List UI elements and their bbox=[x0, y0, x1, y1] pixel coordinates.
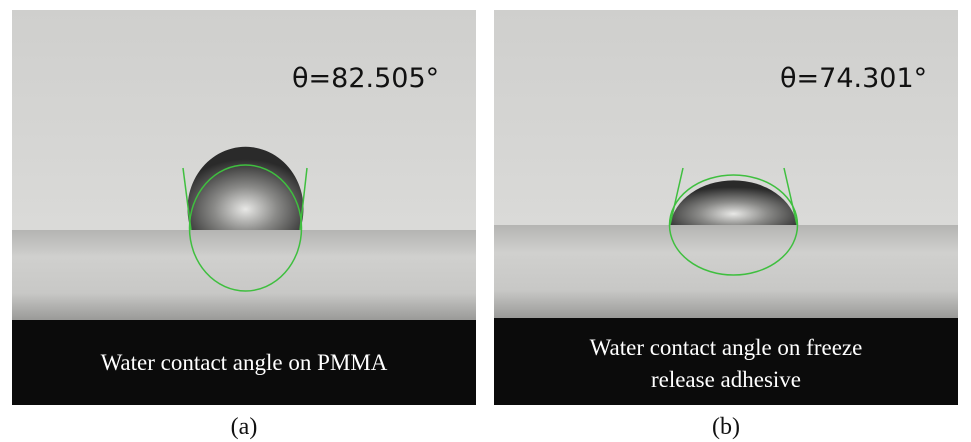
figure: θ=82.505° Water contact angle on PMMA (a… bbox=[0, 0, 971, 442]
caption: Water contact angle on PMMA bbox=[101, 350, 388, 375]
substrate bbox=[12, 230, 476, 320]
caption: Water contact angle on freeze bbox=[590, 335, 863, 360]
substrate bbox=[494, 225, 958, 318]
contact-angle: θ=82.505° bbox=[292, 63, 439, 94]
contact-angle: θ=74.301° bbox=[780, 63, 927, 94]
panel-a: θ=82.505° Water contact angle on PMMA (a… bbox=[12, 10, 476, 440]
panel-label: (a) bbox=[231, 414, 258, 440]
panel-b: θ=74.301° Water contact angle on freeze … bbox=[494, 10, 958, 440]
caption: release adhesive bbox=[651, 367, 801, 392]
panel-label: (b) bbox=[712, 414, 740, 440]
